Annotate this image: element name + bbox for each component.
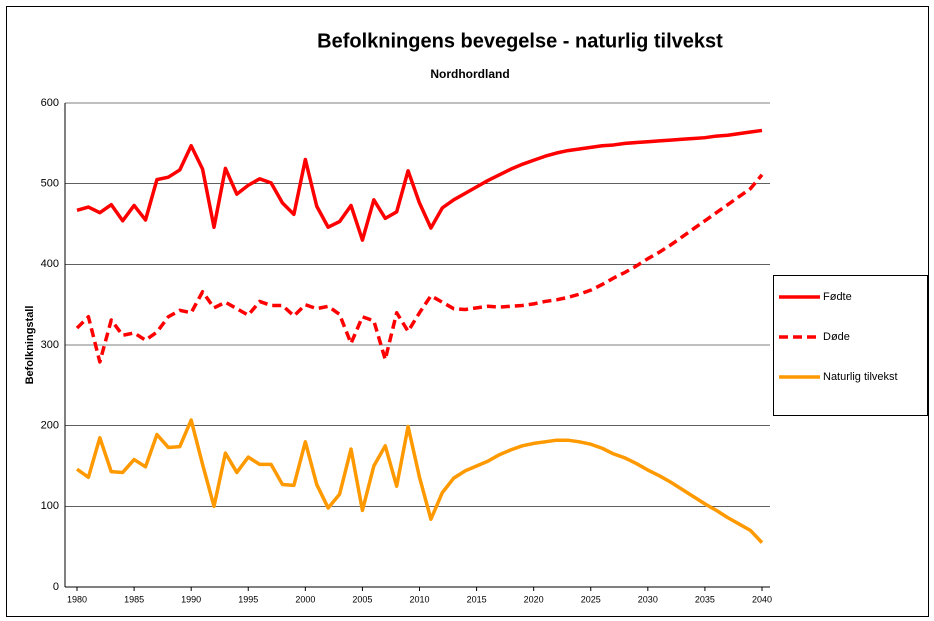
legend-box [773, 275, 928, 416]
y-tick-label: 300 [41, 339, 59, 351]
legend-label: Naturlig tilvekst [823, 371, 898, 383]
y-tick-label: 400 [41, 258, 59, 270]
x-tick-label: 2020 [524, 594, 544, 604]
y-tick-label: 200 [41, 420, 59, 432]
x-tick-label: 2035 [695, 594, 715, 604]
chart-title: Befolkningens bevegelse - naturlig tilve… [317, 30, 723, 52]
x-tick-label: 1980 [67, 594, 87, 604]
x-tick-label: 1985 [124, 594, 144, 604]
x-tick-label: 2040 [752, 594, 772, 604]
x-tick-label: 1990 [181, 594, 201, 604]
y-axis-label: Befolkningstall [24, 306, 36, 385]
x-tick-label: 2015 [467, 594, 487, 604]
y-tick-label: 0 [53, 581, 59, 593]
x-tick-label: 2010 [409, 594, 429, 604]
x-tick-label: 2000 [295, 594, 315, 604]
y-tick-label: 500 [41, 178, 59, 190]
series-line [76, 128, 763, 242]
y-tick-label: 100 [41, 500, 59, 512]
series-line [76, 418, 764, 544]
x-tick-label: 1995 [238, 594, 258, 604]
series-line [75, 173, 764, 364]
y-tick-label: 600 [41, 97, 59, 109]
x-tick-label: 2005 [352, 594, 372, 604]
legend-label: Døde [823, 331, 850, 343]
legend-label: Fødte [823, 291, 852, 303]
chart-subtitle: Nordhordland [430, 67, 509, 81]
x-tick-label: 2025 [581, 594, 601, 604]
x-tick-label: 2030 [638, 594, 658, 604]
